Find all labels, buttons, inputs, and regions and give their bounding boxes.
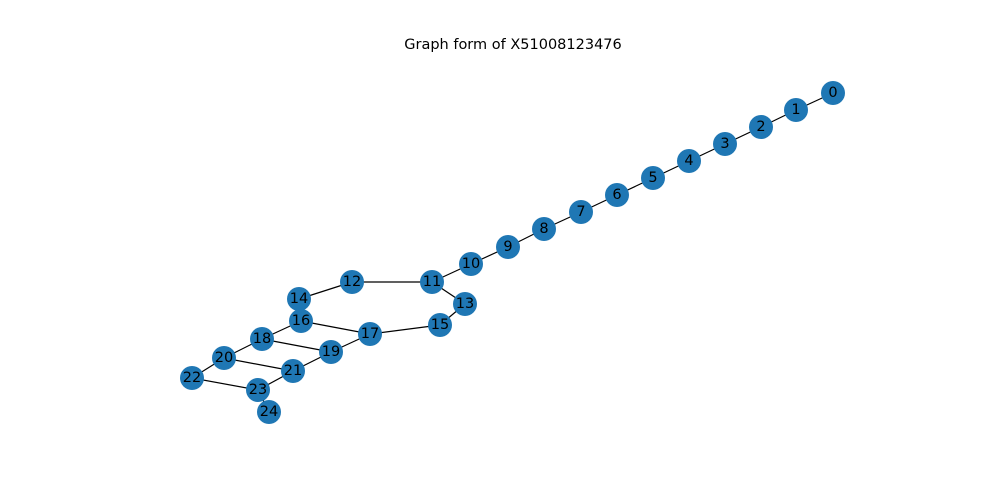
node-16: 16 <box>289 309 313 333</box>
node-circle-23 <box>246 378 270 402</box>
node-circle-2 <box>749 115 773 139</box>
node-circle-18 <box>250 327 274 351</box>
node-24: 24 <box>257 400 281 424</box>
node-label-14: 14 <box>290 291 308 307</box>
node-circle-5 <box>641 166 665 190</box>
node-label-17: 17 <box>361 326 379 342</box>
node-label-9: 9 <box>503 239 512 255</box>
node-circle-3 <box>713 132 737 156</box>
node-20: 20 <box>212 346 236 370</box>
node-circle-12 <box>340 270 364 294</box>
node-4: 4 <box>677 149 701 173</box>
node-circle-20 <box>212 346 236 370</box>
node-label-16: 16 <box>292 313 310 329</box>
node-6: 6 <box>605 183 629 207</box>
node-circle-16 <box>289 309 313 333</box>
node-label-3: 3 <box>720 136 729 152</box>
node-13: 13 <box>453 292 477 316</box>
node-label-8: 8 <box>539 221 548 237</box>
node-12: 12 <box>340 270 364 294</box>
node-circle-13 <box>453 292 477 316</box>
node-circle-14 <box>287 287 311 311</box>
node-11: 11 <box>420 270 444 294</box>
node-label-7: 7 <box>576 204 585 220</box>
node-7: 7 <box>569 200 593 224</box>
node-label-22: 22 <box>183 370 201 386</box>
node-18: 18 <box>250 327 274 351</box>
node-circle-1 <box>784 98 808 122</box>
node-label-4: 4 <box>684 153 693 169</box>
node-circle-24 <box>257 400 281 424</box>
node-circle-17 <box>358 322 382 346</box>
node-label-1: 1 <box>791 102 800 118</box>
node-circle-9 <box>496 235 520 259</box>
node-circle-8 <box>532 217 556 241</box>
node-9: 9 <box>496 235 520 259</box>
node-label-21: 21 <box>284 363 302 379</box>
node-circle-19 <box>319 340 343 364</box>
node-3: 3 <box>713 132 737 156</box>
node-19: 19 <box>319 340 343 364</box>
node-label-13: 13 <box>456 296 474 312</box>
node-circle-0 <box>821 81 845 105</box>
node-label-24: 24 <box>260 404 278 420</box>
node-circle-7 <box>569 200 593 224</box>
node-label-23: 23 <box>249 382 267 398</box>
node-label-19: 19 <box>322 344 340 360</box>
node-circle-21 <box>281 359 305 383</box>
node-circle-6 <box>605 183 629 207</box>
node-circle-11 <box>420 270 444 294</box>
node-label-18: 18 <box>253 331 271 347</box>
node-label-15: 15 <box>431 317 449 333</box>
node-label-2: 2 <box>756 119 765 135</box>
node-21: 21 <box>281 359 305 383</box>
node-circle-4 <box>677 149 701 173</box>
node-17: 17 <box>358 322 382 346</box>
node-circle-10 <box>459 252 483 276</box>
node-10: 10 <box>459 252 483 276</box>
node-label-6: 6 <box>612 187 621 203</box>
node-label-11: 11 <box>423 274 441 290</box>
node-label-5: 5 <box>648 170 657 186</box>
node-0: 0 <box>821 81 845 105</box>
node-label-20: 20 <box>215 350 233 366</box>
graph-title: Graph form of X51008123476 <box>404 37 622 53</box>
node-5: 5 <box>641 166 665 190</box>
node-circle-15 <box>428 313 452 337</box>
node-23: 23 <box>246 378 270 402</box>
node-22: 22 <box>180 366 204 390</box>
node-label-12: 12 <box>343 274 361 290</box>
node-1: 1 <box>784 98 808 122</box>
node-8: 8 <box>532 217 556 241</box>
node-15: 15 <box>428 313 452 337</box>
node-14: 14 <box>287 287 311 311</box>
node-circle-22 <box>180 366 204 390</box>
node-label-10: 10 <box>462 256 480 272</box>
node-label-0: 0 <box>828 85 837 101</box>
node-2: 2 <box>749 115 773 139</box>
